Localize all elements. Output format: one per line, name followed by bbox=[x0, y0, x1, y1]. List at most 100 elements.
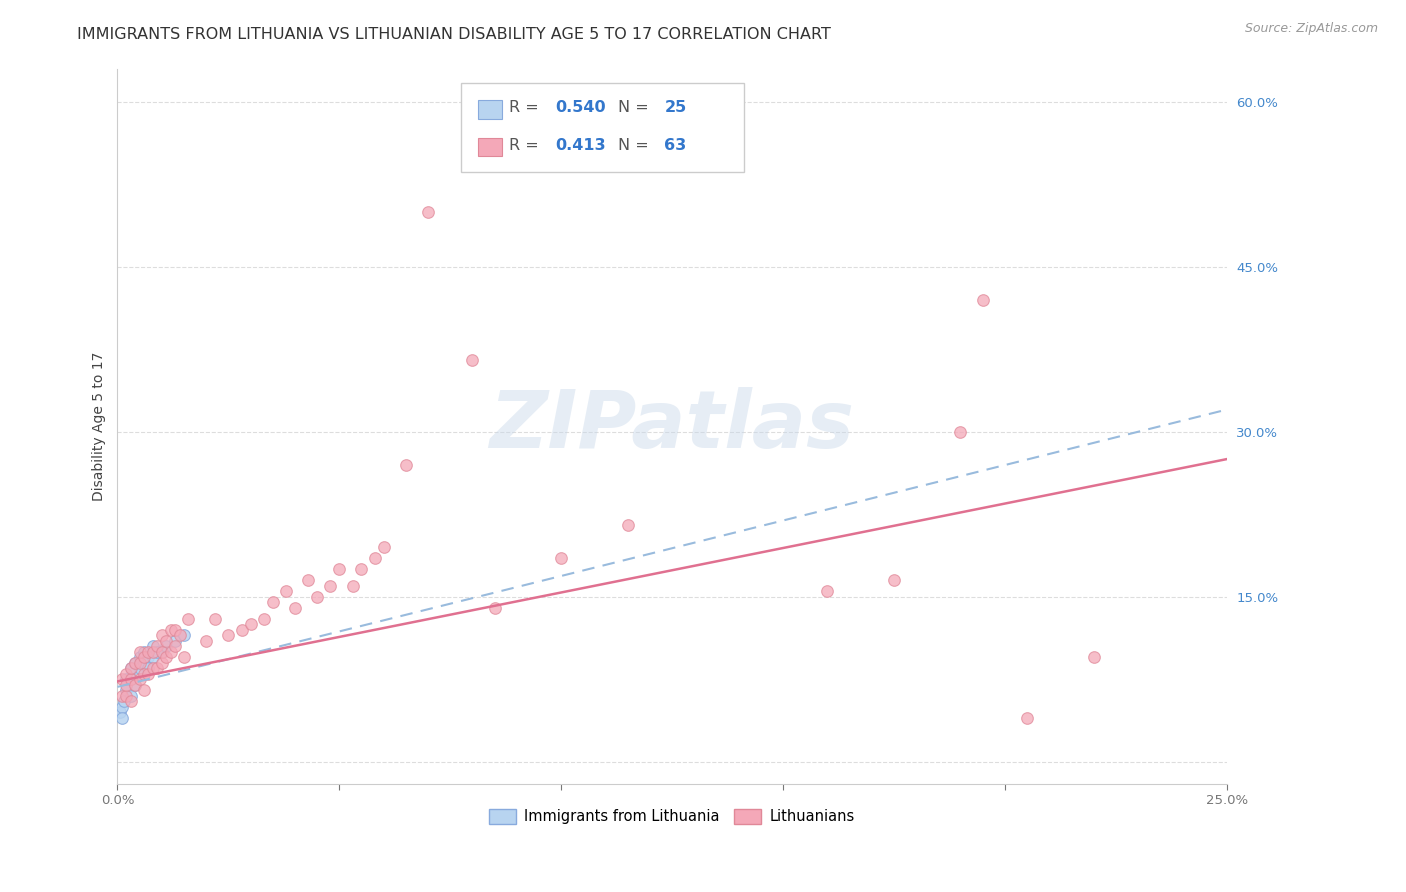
Point bbox=[132, 645, 155, 659]
Point bbox=[159, 645, 181, 659]
Point bbox=[112, 694, 135, 708]
Point bbox=[138, 666, 160, 681]
Point bbox=[150, 645, 173, 659]
Point bbox=[124, 678, 146, 692]
Point bbox=[115, 678, 138, 692]
Point bbox=[146, 661, 169, 675]
Point bbox=[138, 661, 160, 675]
Point bbox=[253, 612, 276, 626]
Point bbox=[204, 612, 226, 626]
Point bbox=[328, 562, 350, 576]
Point bbox=[132, 650, 155, 665]
Point bbox=[395, 458, 418, 472]
Point bbox=[150, 628, 173, 642]
Point bbox=[115, 672, 138, 686]
Point bbox=[364, 551, 387, 566]
Point bbox=[169, 628, 191, 642]
Text: R =: R = bbox=[509, 101, 544, 115]
Point bbox=[972, 293, 994, 307]
Point bbox=[142, 639, 165, 653]
Text: N =: N = bbox=[617, 137, 654, 153]
Point bbox=[120, 672, 142, 686]
Point bbox=[616, 518, 638, 533]
Point bbox=[150, 645, 173, 659]
Point bbox=[128, 661, 150, 675]
Point bbox=[373, 540, 395, 554]
Point bbox=[274, 584, 297, 599]
Point bbox=[262, 595, 284, 609]
Point bbox=[128, 656, 150, 670]
Text: 63: 63 bbox=[664, 137, 686, 153]
Point bbox=[132, 683, 155, 698]
Point bbox=[231, 623, 253, 637]
Point bbox=[159, 623, 181, 637]
Text: IMMIGRANTS FROM LITHUANIA VS LITHUANIAN DISABILITY AGE 5 TO 17 CORRELATION CHART: IMMIGRANTS FROM LITHUANIA VS LITHUANIAN … bbox=[77, 27, 831, 42]
Point bbox=[124, 656, 146, 670]
Text: 0.540: 0.540 bbox=[555, 101, 606, 115]
FancyBboxPatch shape bbox=[478, 100, 502, 119]
Point bbox=[155, 650, 177, 665]
Point bbox=[165, 623, 187, 637]
Point bbox=[115, 683, 138, 698]
FancyBboxPatch shape bbox=[461, 83, 744, 172]
Point bbox=[146, 639, 169, 653]
Point bbox=[128, 650, 150, 665]
Point bbox=[128, 672, 150, 686]
Point bbox=[350, 562, 373, 576]
Point bbox=[138, 645, 160, 659]
Point bbox=[177, 612, 200, 626]
Point bbox=[128, 666, 150, 681]
Point bbox=[883, 573, 905, 587]
Point bbox=[239, 617, 262, 632]
Point bbox=[173, 650, 195, 665]
Point bbox=[550, 551, 572, 566]
Point bbox=[142, 645, 165, 659]
Point bbox=[115, 666, 138, 681]
Point bbox=[284, 600, 307, 615]
Point bbox=[120, 689, 142, 703]
Point bbox=[416, 204, 439, 219]
Point bbox=[132, 666, 155, 681]
Point bbox=[138, 650, 160, 665]
Legend: Immigrants from Lithuania, Lithuanians: Immigrants from Lithuania, Lithuanians bbox=[484, 803, 860, 830]
Point bbox=[217, 628, 239, 642]
Point bbox=[111, 699, 134, 714]
Point bbox=[461, 353, 484, 368]
Y-axis label: Disability Age 5 to 17: Disability Age 5 to 17 bbox=[93, 351, 107, 500]
Point bbox=[155, 633, 177, 648]
Point bbox=[120, 694, 142, 708]
Point bbox=[155, 639, 177, 653]
Point bbox=[108, 705, 131, 719]
Point bbox=[297, 573, 319, 587]
Text: R =: R = bbox=[509, 137, 544, 153]
Point bbox=[1083, 650, 1105, 665]
Point bbox=[949, 425, 972, 439]
Point bbox=[120, 661, 142, 675]
Point bbox=[165, 633, 187, 648]
Point bbox=[173, 628, 195, 642]
Point bbox=[815, 584, 838, 599]
Point bbox=[111, 711, 134, 725]
FancyBboxPatch shape bbox=[478, 137, 502, 156]
Point bbox=[128, 645, 150, 659]
Point bbox=[124, 678, 146, 692]
Point bbox=[115, 689, 138, 703]
Text: 25: 25 bbox=[664, 101, 686, 115]
Text: ZIPatlas: ZIPatlas bbox=[489, 387, 855, 465]
Text: 0.413: 0.413 bbox=[555, 137, 606, 153]
Point bbox=[120, 672, 142, 686]
Point bbox=[165, 639, 187, 653]
Point bbox=[1015, 711, 1038, 725]
Point bbox=[484, 600, 506, 615]
Point bbox=[150, 656, 173, 670]
Text: N =: N = bbox=[617, 101, 654, 115]
Point bbox=[319, 579, 342, 593]
Text: Source: ZipAtlas.com: Source: ZipAtlas.com bbox=[1244, 22, 1378, 36]
Point bbox=[146, 645, 169, 659]
Point bbox=[111, 689, 134, 703]
Point bbox=[307, 590, 329, 604]
Point bbox=[111, 672, 134, 686]
Point bbox=[142, 661, 165, 675]
Point bbox=[120, 661, 142, 675]
Point bbox=[342, 579, 364, 593]
